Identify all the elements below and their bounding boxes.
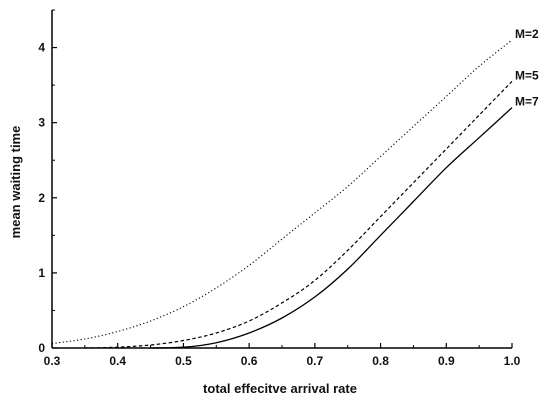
x-tick-label: 1.0 [504,354,521,368]
y-axis-ticks: 0 1 2 3 4 [38,9,57,355]
x-tick-label: 0.8 [372,354,389,368]
series-line-m-2 [51,39,513,345]
x-tick-label: 0.4 [109,354,126,368]
series-label: M=7 [515,95,539,109]
y-tick-label: 3 [38,116,45,130]
y-tick-label: 2 [38,191,45,205]
x-tick-label: 0.5 [175,354,192,368]
series-line-m-7 [150,107,513,349]
x-tick-label: 0.7 [307,354,324,368]
y-tick-label: 1 [38,266,45,280]
series-layer [51,39,513,349]
x-tick-label: 0.3 [44,354,61,368]
y-axis-title: mean waiting time [8,126,23,239]
series-labels: M=2 M=5 M=7 [515,27,539,109]
x-tick-label: 0.6 [241,354,258,368]
y-tick-label: 0 [38,341,45,355]
series-line-m-5 [84,80,513,349]
plot-area [51,10,512,349]
x-axis-title: total effecitve arrival rate [203,381,357,396]
series-label: M=2 [515,27,539,41]
x-axis-ticks: 0.3 0.4 0.5 0.6 0.7 0.8 0.9 1.0 [44,343,521,368]
series-label: M=5 [515,68,539,82]
y-tick-label: 4 [38,41,45,55]
x-tick-label: 0.9 [438,354,455,368]
